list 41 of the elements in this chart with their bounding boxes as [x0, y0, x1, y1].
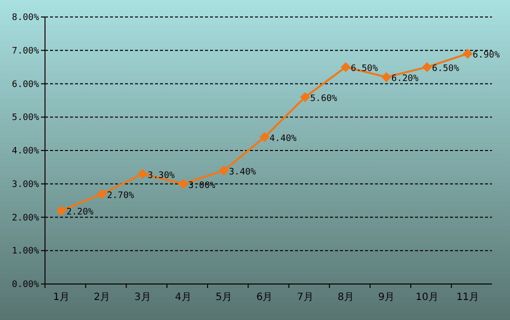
y-tick-label: 8.00% — [12, 13, 40, 23]
y-tick-label: 4.00% — [12, 146, 40, 156]
point — [218, 166, 229, 176]
data-label: 6.50% — [432, 64, 460, 74]
y-tick-label: 3.00% — [12, 180, 40, 190]
point — [96, 188, 107, 199]
point — [260, 132, 270, 142]
x-tick-label: 9月 — [378, 292, 395, 303]
data-label: 6.50% — [350, 64, 378, 74]
x-tick-label: 1月 — [53, 292, 70, 303]
data-label: 2.70% — [106, 190, 135, 201]
point — [56, 206, 66, 216]
x-tick-label: 7月 — [296, 292, 314, 303]
y-tick-label: 0.00% — [12, 280, 40, 290]
y-tick-label: 7.00% — [12, 46, 40, 56]
data-label: 4.40% — [270, 134, 298, 144]
x-tick-label: 11月 — [456, 292, 480, 303]
x-tick-label: 6月 — [256, 292, 273, 303]
x-tick-label: 5月 — [216, 292, 232, 303]
x-tick-label: 3月 — [134, 292, 151, 303]
data-label: 6.20% — [391, 74, 420, 84]
x-tick-label: 4月 — [175, 292, 192, 303]
y-tick-label: 1.00% — [12, 246, 40, 257]
point — [300, 92, 310, 102]
y-tick-label: 2.00% — [12, 213, 40, 224]
x-tick-label: 2月 — [94, 292, 110, 303]
point — [340, 62, 351, 72]
data-label: 6.90% — [472, 50, 500, 61]
data-label: 3.00% — [188, 180, 216, 191]
point — [178, 178, 188, 189]
y-tick-label: 6.00% — [12, 80, 40, 90]
data-label: 3.40% — [228, 168, 257, 178]
x-tick-label: 8月 — [338, 292, 354, 303]
point — [138, 168, 148, 179]
point — [422, 62, 432, 72]
x-tick-label: 10月 — [416, 292, 438, 303]
y-tick-label: 5.00% — [12, 113, 40, 124]
point — [462, 48, 473, 59]
data-label: 5.60% — [310, 94, 338, 104]
point — [381, 72, 392, 82]
data-label: 2.20% — [66, 208, 94, 218]
